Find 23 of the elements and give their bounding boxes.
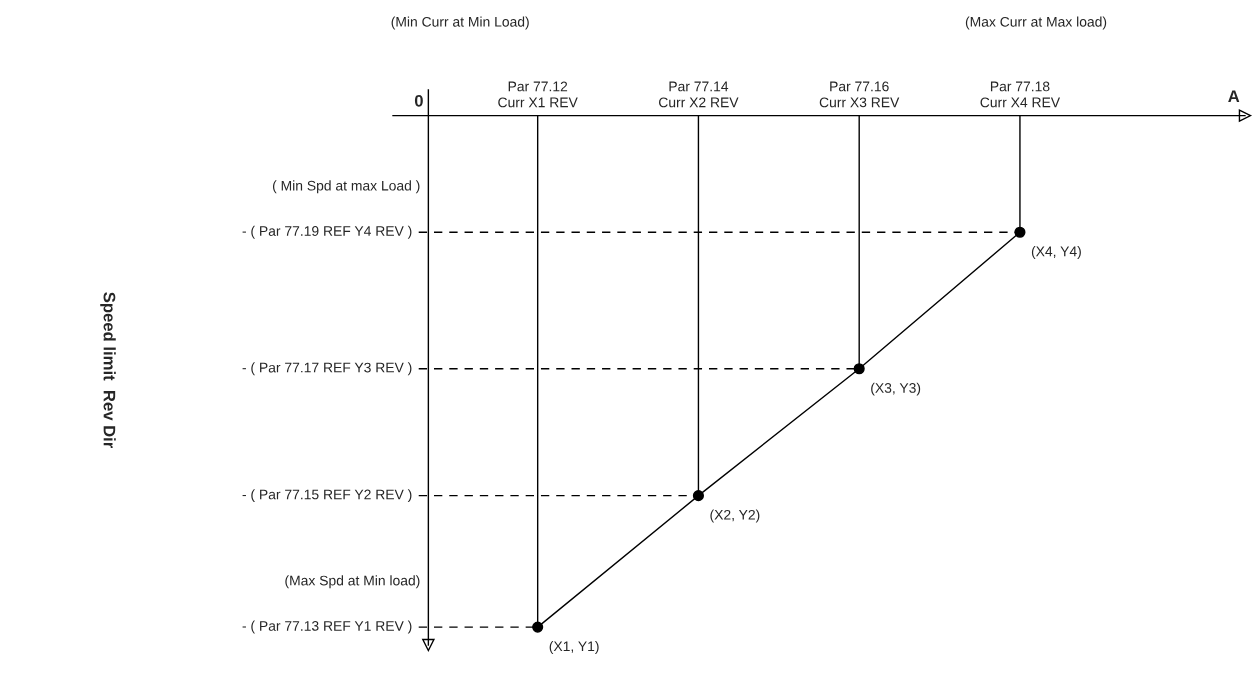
- ref-line-label: - ( Par 77.17 REF Y3 REV ): [242, 362, 412, 376]
- x-tick-label: Par 77.12 Curr X1 REV: [498, 81, 578, 108]
- annotation: (X3, Y3): [871, 382, 921, 396]
- annotation: (Max Spd at Min load): [285, 575, 420, 589]
- x-tick-label: Par 77.14 Curr X2 REV: [659, 81, 739, 108]
- x-tick-label: Par 77.18 Curr X4 REV: [980, 81, 1061, 108]
- text: (Min Curr at Min Load): [391, 16, 529, 30]
- annotation: (X1, Y1): [549, 640, 599, 654]
- text: A: [1228, 90, 1240, 102]
- ref-line-label: - ( Par 77.15 REF Y2 REV ): [242, 489, 412, 503]
- point: [692, 490, 704, 502]
- annotation: (X4, Y4): [1031, 246, 1081, 260]
- text: (Max Curr at Max load): [965, 16, 1107, 30]
- point: [532, 621, 544, 633]
- text: Speed limit Rev Dir: [100, 292, 116, 449]
- x-tick-label: Par 77.16 Curr X3 REV: [819, 81, 900, 108]
- text: 0: [414, 94, 423, 107]
- annotation: (X2, Y2): [710, 509, 760, 523]
- annotation: ( Min Spd at max Load ): [272, 180, 420, 194]
- ref-line-label: - ( Par 77.19 REF Y4 REV ): [242, 225, 412, 239]
- point: [1014, 226, 1026, 238]
- point: [853, 363, 865, 375]
- ref-line-label: - ( Par 77.13 REF Y1 REV ): [242, 620, 412, 634]
